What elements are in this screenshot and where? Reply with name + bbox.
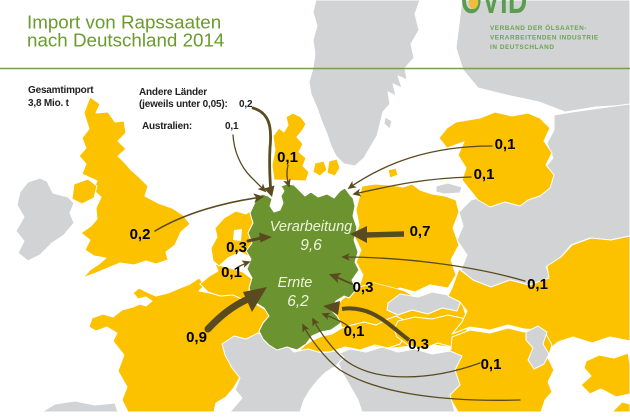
svg-text:0,2: 0,2 <box>130 226 151 243</box>
svg-text:9,6: 9,6 <box>300 237 322 254</box>
svg-text:0,9: 0,9 <box>186 329 207 346</box>
svg-text:(jeweils unter 0,05):: (jeweils unter 0,05): <box>139 99 228 110</box>
svg-text:0,1: 0,1 <box>527 276 548 293</box>
svg-text:Import von Rapssaaten: Import von Rapssaaten <box>27 12 221 33</box>
svg-text:Australien:: Australien: <box>142 121 192 132</box>
svg-text:0,7: 0,7 <box>410 223 431 240</box>
svg-text:0,1: 0,1 <box>495 136 516 153</box>
svg-text:VERARBEITENDEN INDUSTRIE: VERARBEITENDEN INDUSTRIE <box>490 35 599 42</box>
svg-text:0,1: 0,1 <box>474 166 495 183</box>
svg-text:0,3: 0,3 <box>353 279 374 296</box>
svg-text:Gesamtimport: Gesamtimport <box>28 85 94 96</box>
svg-text:Verarbeitung: Verarbeitung <box>270 219 353 235</box>
svg-text:0,1: 0,1 <box>225 121 239 132</box>
svg-text:VERBAND DER ÖLSAATEN-: VERBAND DER ÖLSAATEN- <box>490 23 587 32</box>
svg-text:0,1: 0,1 <box>277 149 298 166</box>
svg-text:Andere Länder: Andere Länder <box>139 87 207 98</box>
svg-text:0,3: 0,3 <box>226 239 247 256</box>
svg-text:0,1: 0,1 <box>344 323 365 340</box>
svg-text:3,8 Mio. t: 3,8 Mio. t <box>28 98 70 109</box>
svg-text:0,1: 0,1 <box>221 264 242 281</box>
svg-text:IN DEUTSCHLAND: IN DEUTSCHLAND <box>490 44 555 51</box>
svg-text:6,2: 6,2 <box>287 293 309 310</box>
svg-text:0,2: 0,2 <box>239 99 253 110</box>
svg-text:0,1: 0,1 <box>481 356 502 373</box>
svg-text:nach Deutschland 2014: nach Deutschland 2014 <box>27 30 224 51</box>
svg-text:0,3: 0,3 <box>408 336 429 353</box>
svg-text:Ernte: Ernte <box>278 275 313 291</box>
